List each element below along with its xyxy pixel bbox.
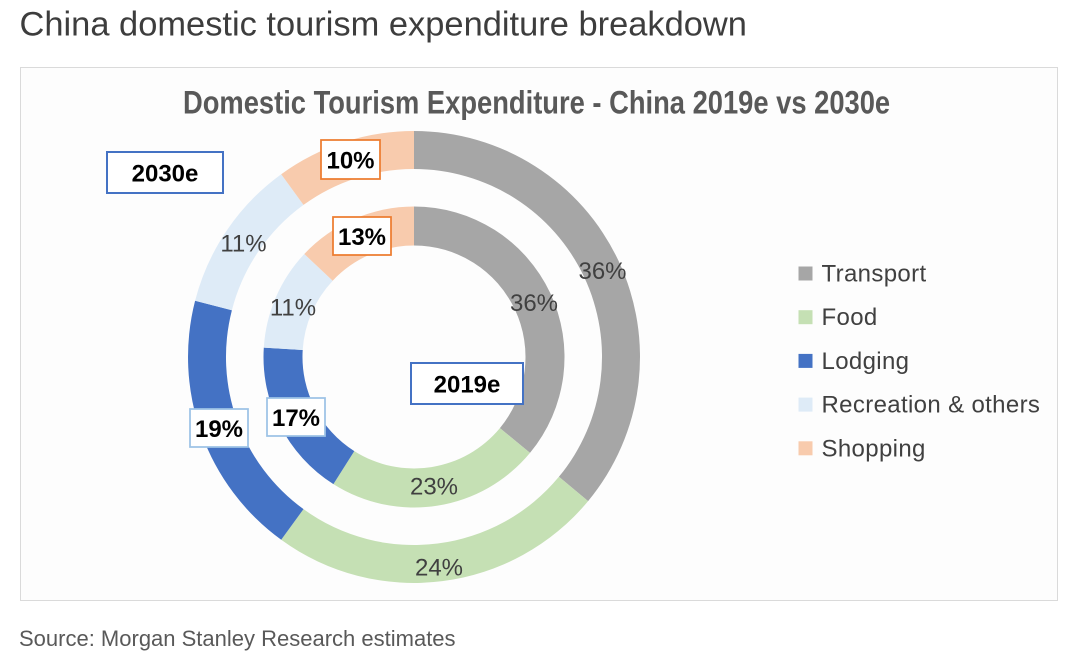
svg-text:China domestic tourism expendi: China domestic tourism expenditure break… (20, 6, 747, 44)
svg-text:11%: 11% (270, 295, 316, 322)
svg-text:Recreation & others: Recreation & others (822, 392, 1041, 419)
svg-text:36%: 36% (510, 290, 558, 317)
svg-text:10%: 10% (326, 148, 374, 175)
svg-text:17%: 17% (272, 405, 320, 432)
svg-text:Domestic Tourism Expenditure -: Domestic Tourism Expenditure - China 201… (183, 86, 890, 121)
svg-text:13%: 13% (338, 224, 386, 251)
svg-text:Shopping: Shopping (822, 435, 926, 462)
svg-text:23%: 23% (410, 474, 458, 501)
svg-text:11%: 11% (220, 231, 266, 258)
svg-text:2019e: 2019e (434, 372, 501, 399)
svg-text:Food: Food (822, 304, 878, 331)
svg-text:24%: 24% (415, 555, 463, 582)
svg-text:Lodging: Lodging (822, 348, 910, 375)
svg-text:Source: Morgan Stanley Researc: Source: Morgan Stanley Research estimate… (19, 626, 456, 651)
svg-text:19%: 19% (195, 416, 243, 443)
svg-text:36%: 36% (578, 258, 626, 285)
svg-text:2030e: 2030e (132, 161, 199, 188)
svg-text:Transport: Transport (822, 261, 927, 288)
